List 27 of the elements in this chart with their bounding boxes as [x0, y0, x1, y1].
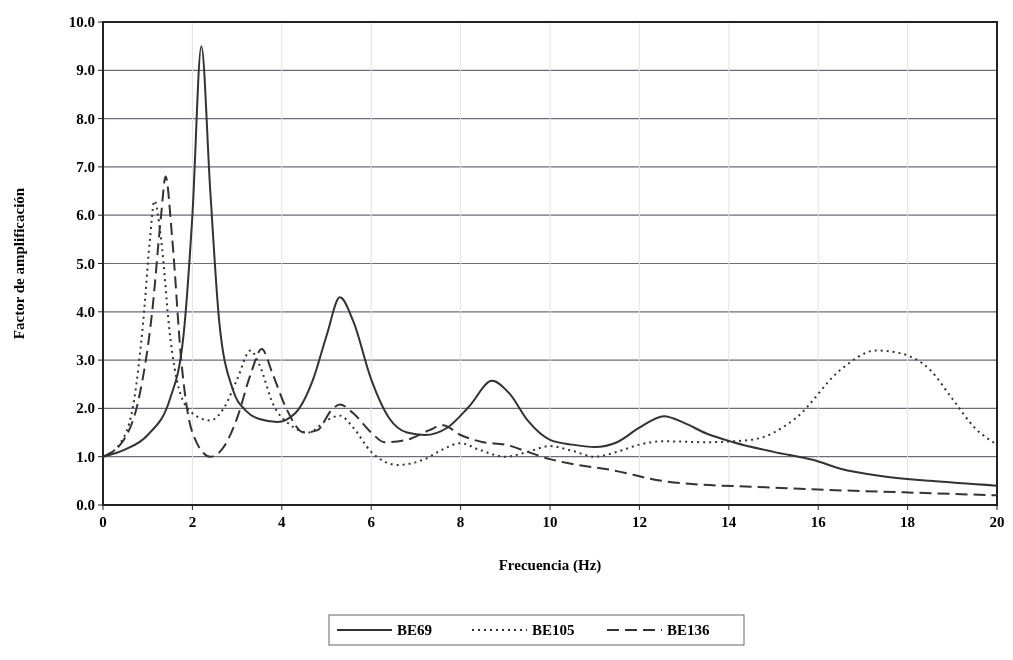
y-axis-title: Factor de amplificación — [11, 187, 27, 340]
x-tick-label: 18 — [900, 514, 916, 530]
y-tick-label: 2.0 — [76, 400, 95, 417]
y-tick-label: 3.0 — [76, 352, 95, 369]
x-tick-label: 20 — [989, 514, 1005, 530]
y-tick-label: 5.0 — [76, 255, 95, 272]
x-tick-label: 6 — [367, 514, 376, 530]
y-tick-label: 7.0 — [76, 158, 95, 175]
x-tick-label: 10 — [542, 514, 558, 530]
y-tick-label: 1.0 — [76, 448, 95, 465]
y-tick-label: 4.0 — [76, 303, 95, 320]
x-tick-label: 0 — [99, 514, 107, 530]
legend-label: BE136 — [667, 622, 711, 638]
x-tick-label: 4 — [278, 514, 287, 530]
y-tick-label: 10.0 — [68, 14, 95, 30]
x-tick-label: 12 — [631, 514, 647, 530]
x-tick-label: 14 — [721, 514, 737, 530]
x-tick-label: 16 — [810, 514, 827, 530]
legend-label: BE105 — [532, 622, 575, 638]
y-tick-label: 6.0 — [76, 207, 95, 224]
legend-label: BE69 — [397, 622, 433, 638]
y-tick-label: 8.0 — [76, 110, 95, 127]
y-tick-label: 0.0 — [76, 497, 95, 513]
x-tick-label: 8 — [456, 514, 465, 530]
x-tick-label: 2 — [188, 514, 197, 530]
y-tick-label: 9.0 — [76, 62, 95, 79]
x-axis-title: Frecuencia (Hz) — [498, 557, 602, 574]
